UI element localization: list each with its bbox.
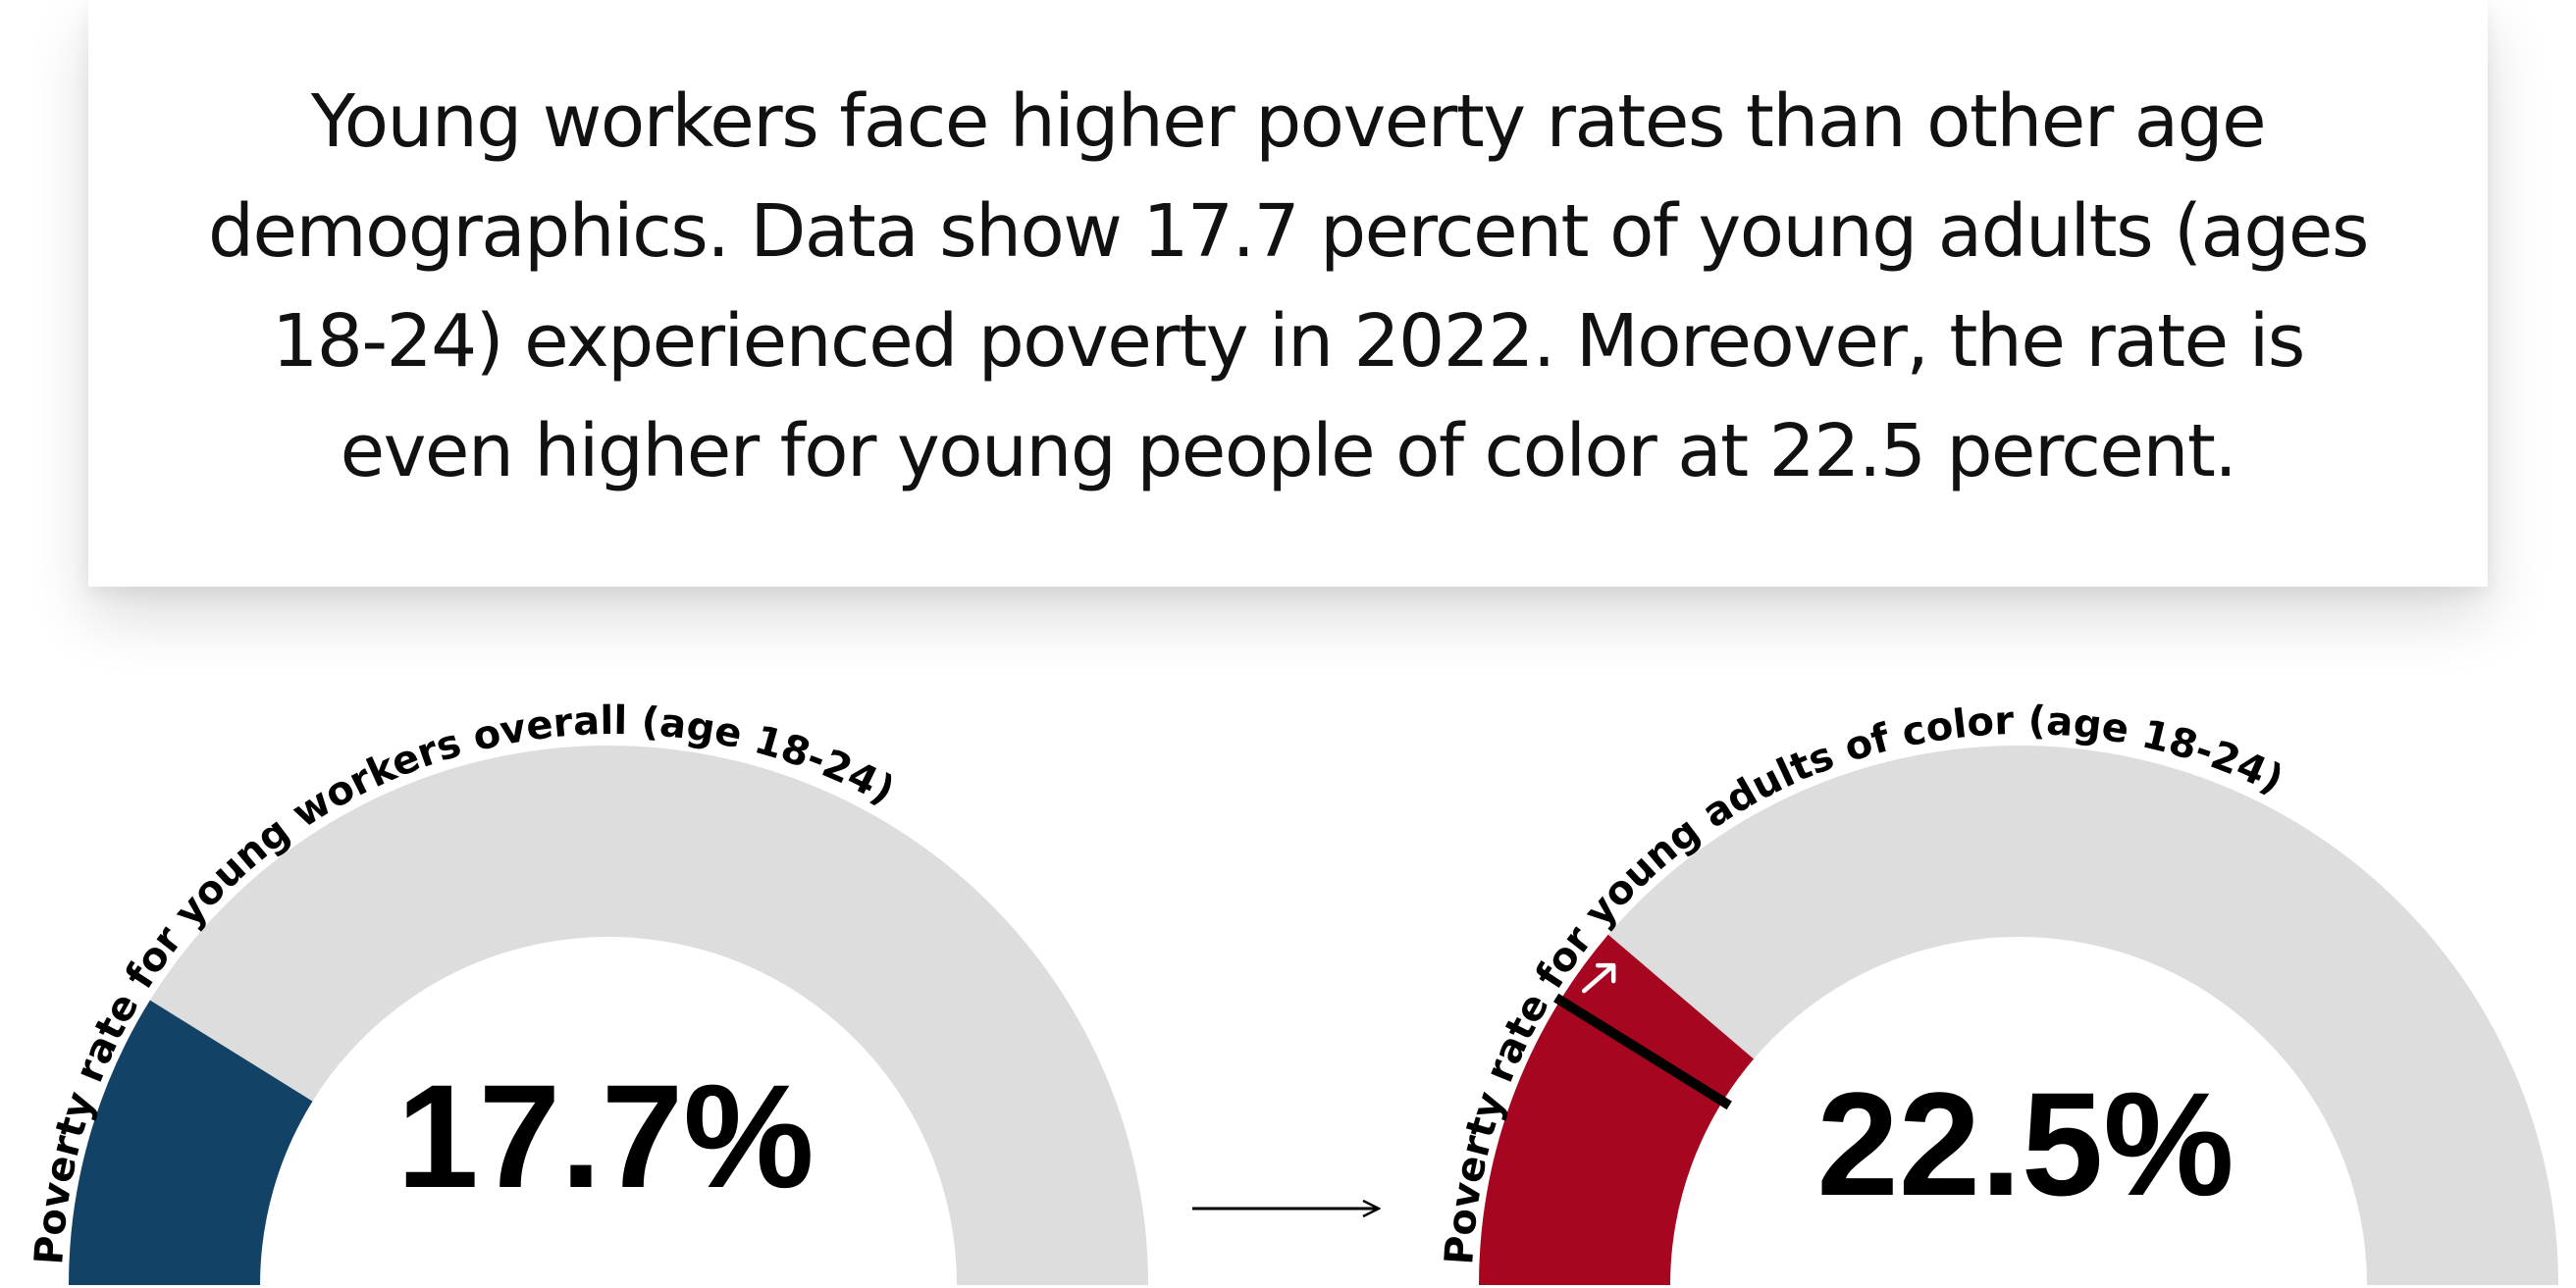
gauge-track <box>69 746 1148 1285</box>
gauge-value-fill <box>69 1000 313 1285</box>
gauge-overall: Poverty rate for young workers overall (… <box>26 698 1148 1285</box>
reference-marker-line <box>1552 993 1732 1110</box>
intro-text: Young workers face higher poverty rates … <box>208 79 2369 493</box>
gauge-track <box>1479 746 2558 1285</box>
gauge-color: Poverty rate for young adults of color (… <box>1437 698 2558 1285</box>
gauge-value-label: 17.7% <box>396 1054 814 1218</box>
intro-card <box>88 0 2488 587</box>
arrow-up-icon <box>1581 962 1616 994</box>
gauge-value-fill <box>1479 934 1755 1285</box>
gauge-value-label: 22.5% <box>1816 1061 2234 1226</box>
